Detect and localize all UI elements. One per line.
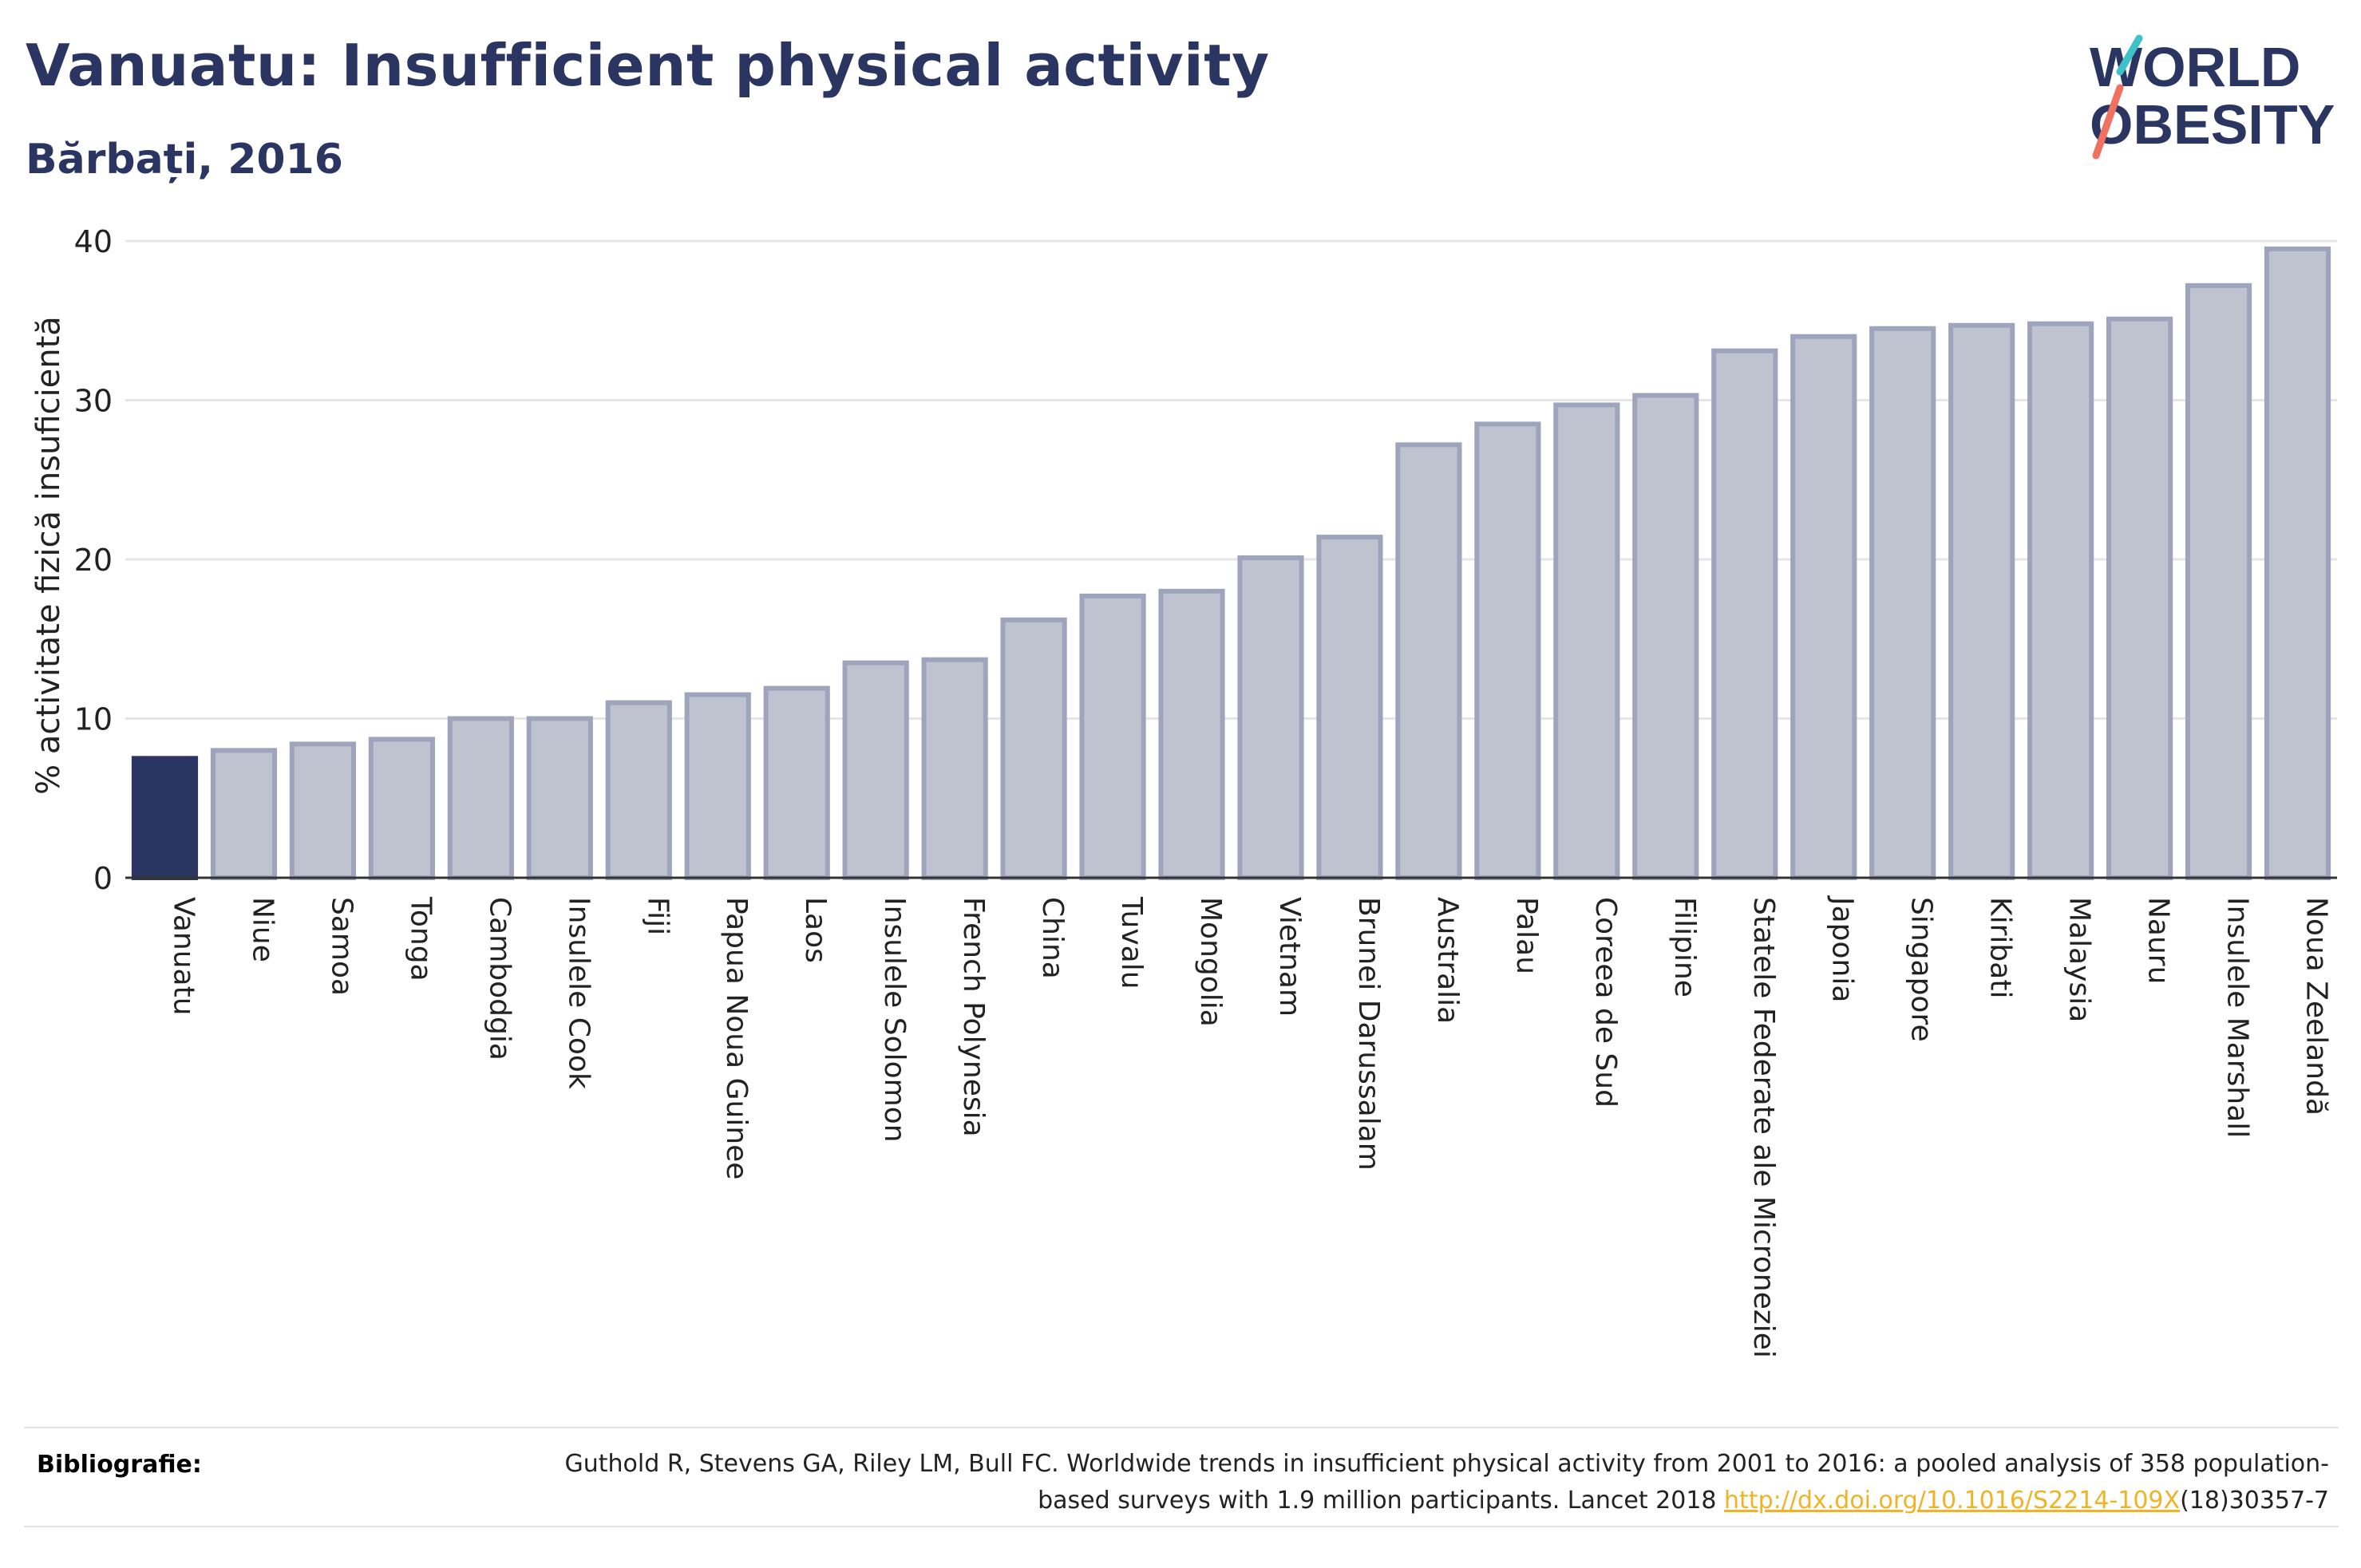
bar-chart: 0 10 20 30 40 Vanuatu Niue Samoa Tonga Cambodgia I… — [30, 224, 2337, 1358]
bar-niue — [210, 748, 278, 881]
x-tick-label: Singapore — [1905, 897, 1938, 1042]
x-tick-label: China — [1036, 897, 1069, 979]
bar-cambodgia — [447, 716, 514, 880]
x-tick-label: Tuvalu — [1115, 896, 1148, 989]
y-tick-label: 30 — [74, 384, 113, 419]
logo-line2: OBESITY — [2090, 93, 2335, 156]
x-tick-label: Insulele Solomon — [878, 897, 911, 1143]
x-tick-label: Coreea de Sud — [1589, 897, 1622, 1108]
y-tick-label: 0 — [93, 861, 113, 896]
bar-china — [1000, 617, 1067, 880]
logo-accent-teal — [2116, 34, 2143, 76]
x-tick-label: Insulele Marshall — [2221, 897, 2254, 1138]
bibliography-citation-suffix: (18)30357-7 — [2180, 1487, 2329, 1515]
x-tick-label: Statele Federate ale Microneziei — [1747, 897, 1780, 1358]
x-tick-label: Papua Noua Guinee — [720, 897, 753, 1179]
x-tick-label: Tonga — [404, 896, 437, 981]
bar-mongolia — [1158, 588, 1225, 881]
bar-laos — [763, 685, 830, 880]
bar-insulele-marshall — [2185, 282, 2252, 880]
world-obesity-logo: WORLD OBESITY — [2090, 34, 2335, 160]
x-tick-label: Nauru — [2142, 897, 2175, 984]
bars — [131, 246, 2331, 881]
x-tick-label: Kiribati — [1984, 897, 2017, 998]
bar-brunei-darussalam — [1316, 535, 1383, 880]
bar-french-polynesia — [921, 657, 988, 880]
chart-title: Vanuatu: Insufficient physical activity — [26, 32, 1270, 99]
bar-papua-noua-guinee — [684, 692, 751, 881]
y-tick-label: 40 — [74, 224, 113, 259]
bar-statele-federate-ale-microneziei — [1711, 348, 1778, 880]
x-tick-label: Brunei Darussalam — [1352, 897, 1385, 1171]
bar-malaysia — [2027, 321, 2094, 880]
x-tick-label: Insulele Cook — [562, 897, 595, 1089]
x-tick-label: Australia — [1431, 897, 1464, 1024]
bar-insulele-solomon — [842, 660, 909, 880]
bibliography-link[interactable]: http://dx.doi.org/10.1016/S2214-109X — [1724, 1487, 2181, 1515]
bar-palau — [1474, 421, 1541, 880]
bar-vietnam — [1237, 555, 1304, 880]
x-tick-label: Palau — [1510, 897, 1543, 974]
x-tick-label: Cambodgia — [483, 897, 516, 1060]
x-tick-label: Noua Zeelandă — [2300, 897, 2333, 1116]
bibliography-text: Guthold R, Stevens GA, Riley LM, Bull FC… — [493, 1446, 2329, 1519]
x-tick-label: Japonia — [1826, 895, 1859, 1002]
divider-bottom — [24, 1526, 2339, 1527]
bar-noua-zeelandă — [2264, 246, 2331, 881]
x-tick-label: Vanuatu — [167, 897, 200, 1016]
bar-nauru — [2106, 316, 2173, 880]
x-tick-label: French Polynesia — [957, 897, 990, 1137]
x-tick-label: Malaysia — [2063, 897, 2096, 1022]
divider-top — [24, 1427, 2339, 1428]
x-tick-label: Filipine — [1668, 897, 1701, 997]
bar-tuvalu — [1079, 593, 1146, 880]
y-tick-label: 10 — [74, 702, 113, 737]
bar-tonga — [368, 737, 435, 880]
x-tick-label: Niue — [246, 897, 279, 962]
y-axis-label: % activitate fizică insuficientă — [30, 316, 67, 795]
x-tick-label: Fiji — [641, 897, 674, 935]
bar-singapore — [1869, 326, 1936, 881]
tick-labels: 0 10 20 30 40 Vanuatu Niue Samoa Tonga Cambodgia I… — [30, 224, 2333, 1358]
chart-subtitle: Bărbați, 2016 — [26, 136, 343, 184]
bibliography-citation: Guthold R, Stevens GA, Riley LM, Bull FC… — [564, 1450, 2329, 1515]
logo-accent-coral — [2092, 84, 2124, 160]
bibliography-label: Bibliografie: — [37, 1451, 202, 1479]
x-tick-label: Mongolia — [1194, 897, 1227, 1027]
x-tick-label: Samoa — [325, 897, 358, 996]
bar-samoa — [289, 741, 357, 880]
bar-japonia — [1790, 334, 1857, 880]
bar-coreea-de-sud — [1553, 402, 1620, 880]
bar-fiji — [605, 700, 672, 880]
x-tick-label: Vietnam — [1273, 897, 1306, 1017]
bar-vanuatu — [131, 756, 199, 880]
x-tick-label: Laos — [799, 897, 832, 963]
bar-kiribati — [1948, 322, 2015, 880]
y-tick-label: 20 — [74, 543, 113, 578]
bar-filipine — [1632, 393, 1699, 880]
bar-insulele-cook — [526, 716, 593, 880]
bar-australia — [1395, 442, 1462, 880]
